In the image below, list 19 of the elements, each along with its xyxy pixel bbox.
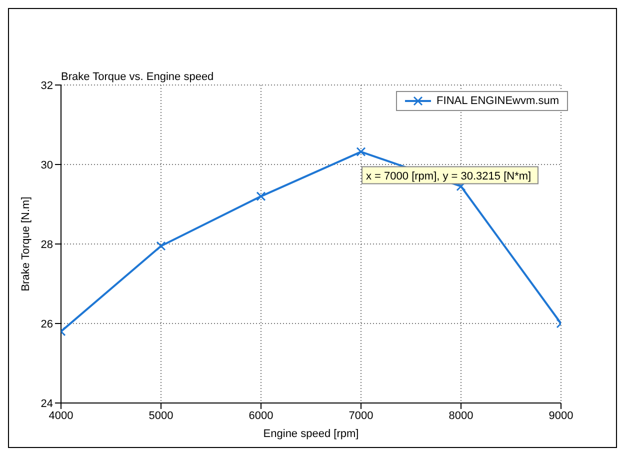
- chart-title: Brake Torque vs. Engine speed: [61, 71, 214, 83]
- y-tick-label: 30: [40, 159, 53, 172]
- x-axis-title: Engine speed [rpm]: [263, 428, 359, 440]
- legend-label: FINAL ENGINEwvm.sum: [436, 95, 559, 107]
- x-tick-label: 6000: [248, 410, 274, 422]
- x-tick-label: 8000: [448, 410, 474, 422]
- point: [156, 241, 166, 251]
- point: [256, 192, 266, 202]
- point: [356, 147, 366, 157]
- x-tick-label: 7000: [348, 410, 374, 422]
- y-axis-title: Brake Torque [N.m]: [20, 196, 32, 292]
- annotation: x = 7000 [rpm], y = 30.3215 [N*m]: [366, 170, 532, 183]
- x-tick-label: 9000: [548, 410, 574, 422]
- y-tick-label: 26: [40, 318, 53, 330]
- y-tick-label: 28: [40, 238, 53, 251]
- y-tick-label: 24: [40, 398, 53, 410]
- y-tick-label: 32: [40, 80, 53, 92]
- x-tick-label: 4000: [48, 410, 74, 422]
- x-tick-label: 5000: [148, 410, 174, 422]
